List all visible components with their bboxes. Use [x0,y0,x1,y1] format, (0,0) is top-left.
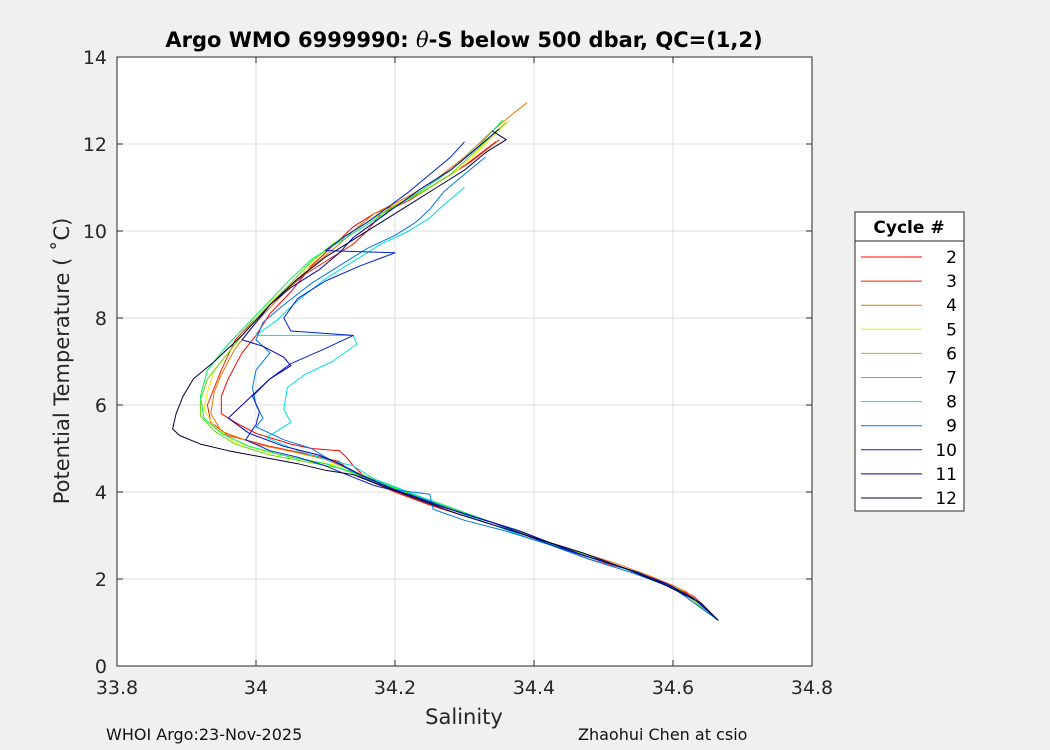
legend-label-cycle-12: 12 [935,489,957,509]
x-axis-label: Salinity [425,705,503,729]
y-tick-label: 0 [95,656,107,678]
title-suffix: -S below 500 dbar, QC=(1,2) [429,28,763,52]
x-tick-label: 34.8 [791,677,833,699]
x-tick-label: 34.2 [374,677,416,699]
y-axis-label: Potential Temperature ( ˚C) [50,218,74,505]
legend-label-cycle-10: 10 [935,441,957,461]
legend-label-cycle-7: 7 [946,369,957,389]
legend-label-cycle-3: 3 [946,272,957,292]
y-tick-label: 12 [83,134,107,156]
y-tick-label: 10 [83,221,107,243]
x-tick-label: 34.6 [652,677,694,699]
y-tick-label: 4 [95,482,107,504]
y-tick-label: 8 [95,308,107,330]
series-line-cycle-7 [199,119,719,621]
footer-right-text: Zhaohui Chen at csio [578,725,748,744]
y-tick-label: 6 [95,395,107,417]
legend-label-cycle-8: 8 [946,393,957,413]
footer-left-text: WHOI Argo:23-Nov-2025 [106,725,303,744]
legend-label-cycle-2: 2 [946,248,957,268]
legend: Cycle # 2 3 4 5 6 7 8 9 10 11 12 [854,211,965,512]
y-tick-label: 2 [95,569,107,591]
title-theta: θ [416,28,429,52]
legend-title: Cycle # [873,218,944,238]
title-prefix: Argo WMO 6999990: [165,28,416,52]
series-line-cycle-9 [252,156,719,621]
legend-label-cycle-11: 11 [935,465,957,485]
legend-label-cycle-4: 4 [946,296,957,316]
legend-box [854,211,965,512]
series-line-cycle-12 [172,130,719,621]
x-tick-label: 34.4 [513,677,555,699]
series-layer [172,102,719,621]
legend-label-cycle-6: 6 [946,344,957,364]
x-tick-label: 33.8 [96,677,138,699]
legend-label-cycle-9: 9 [946,417,957,437]
chart-title: Argo WMO 6999990: θ-S below 500 dbar, QC… [165,28,762,52]
series-line-cycle-11 [227,128,719,621]
axis-ticks: 33.8 34 34.2 34.4 34.6 34.8 0 2 4 6 8 10 12 14 [83,47,833,699]
legend-entries: 2 3 4 5 6 7 8 9 10 11 12 [861,248,957,509]
y-tick-label: 14 [83,47,107,69]
x-tick-label: 34 [244,677,268,699]
legend-label-cycle-5: 5 [946,320,957,340]
plot-frame [116,56,813,667]
